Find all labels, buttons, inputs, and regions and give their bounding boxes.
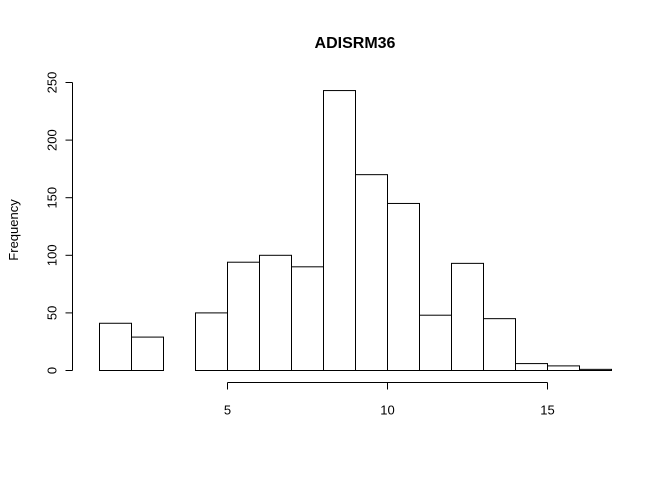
bars-group xyxy=(99,90,612,372)
histogram-bar xyxy=(323,90,356,372)
histogram-bar xyxy=(291,266,324,372)
histogram-bar xyxy=(579,368,612,371)
y-tick-label: 250 xyxy=(45,72,60,94)
histogram-bar xyxy=(387,202,420,371)
y-axis-title: Frequency xyxy=(6,199,21,261)
x-tick-label: 5 xyxy=(224,403,231,418)
y-tick-label: 200 xyxy=(45,129,60,151)
histogram-bar xyxy=(547,365,580,371)
histogram-bar xyxy=(131,336,164,372)
y-tick-label: 150 xyxy=(45,187,60,209)
histogram-bar xyxy=(259,254,292,371)
histogram-bar xyxy=(483,318,516,372)
histogram-bar xyxy=(99,322,132,372)
y-tick-label: 100 xyxy=(45,244,60,266)
x-axis: 5 10 15 xyxy=(224,382,555,418)
y-tick-label: 0 xyxy=(45,367,60,374)
y-axis: 0 50 100 150 200 250 xyxy=(45,72,73,374)
x-tick-label: 15 xyxy=(540,403,554,418)
histogram-bar xyxy=(355,174,388,371)
histogram-bar xyxy=(227,261,260,372)
chart-title: ADISRM36 xyxy=(315,35,396,52)
x-tick-label: 10 xyxy=(380,403,394,418)
histogram-bar xyxy=(515,363,548,372)
histogram-bar xyxy=(195,312,228,371)
y-tick-label: 50 xyxy=(45,306,60,320)
histogram-bar xyxy=(419,314,452,372)
histogram-bar xyxy=(451,262,484,372)
